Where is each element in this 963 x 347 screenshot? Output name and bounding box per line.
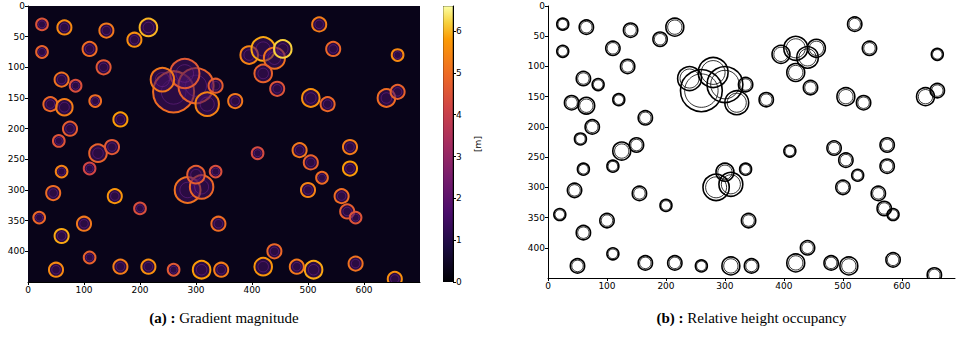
svg-text:0: 0 — [25, 285, 31, 295]
svg-text:300: 300 — [716, 281, 733, 291]
svg-text:0: 0 — [545, 281, 551, 291]
svg-text:400: 400 — [8, 246, 25, 256]
svg-text:Relative height occupancy: Relative height occupancy — [684, 310, 847, 326]
svg-text:250: 250 — [8, 154, 25, 164]
svg-text:2: 2 — [456, 193, 462, 203]
svg-text:600: 600 — [355, 285, 372, 295]
svg-text:50: 50 — [534, 31, 546, 41]
svg-text:100: 100 — [598, 281, 615, 291]
svg-text:100: 100 — [528, 61, 545, 71]
svg-text:350: 350 — [528, 213, 545, 223]
svg-text:200: 200 — [657, 281, 674, 291]
svg-text:500: 500 — [299, 285, 316, 295]
svg-text:1: 1 — [456, 235, 462, 245]
svg-text:350: 350 — [8, 216, 25, 226]
svg-text:5: 5 — [456, 68, 462, 78]
svg-text:3: 3 — [456, 152, 462, 162]
svg-text:300: 300 — [187, 285, 204, 295]
svg-text:Gradient magnitude: Gradient magnitude — [175, 310, 299, 326]
svg-text:400: 400 — [775, 281, 792, 291]
svg-text:[m]: [m] — [473, 136, 483, 152]
svg-text:6: 6 — [456, 26, 462, 36]
svg-text:200: 200 — [528, 122, 545, 132]
svg-text:0: 0 — [456, 277, 462, 287]
svg-text:50: 50 — [14, 32, 26, 42]
svg-text:600: 600 — [893, 281, 910, 291]
svg-text:100: 100 — [8, 62, 25, 72]
svg-text:400: 400 — [528, 243, 545, 253]
svg-text:300: 300 — [528, 182, 545, 192]
svg-text:4: 4 — [456, 110, 462, 120]
svg-text:300: 300 — [8, 185, 25, 195]
svg-text:500: 500 — [834, 281, 851, 291]
svg-text:(b) :: (b) : — [657, 310, 684, 327]
svg-text:(a) :: (a) : — [149, 310, 175, 327]
svg-text:200: 200 — [131, 285, 148, 295]
svg-text:150: 150 — [8, 93, 25, 103]
svg-text:200: 200 — [8, 124, 25, 134]
svg-text:400: 400 — [243, 285, 260, 295]
svg-text:250: 250 — [528, 152, 545, 162]
svg-text:150: 150 — [528, 92, 545, 102]
svg-text:0: 0 — [539, 1, 545, 11]
svg-text:100: 100 — [75, 285, 92, 295]
svg-text:0: 0 — [19, 1, 25, 11]
